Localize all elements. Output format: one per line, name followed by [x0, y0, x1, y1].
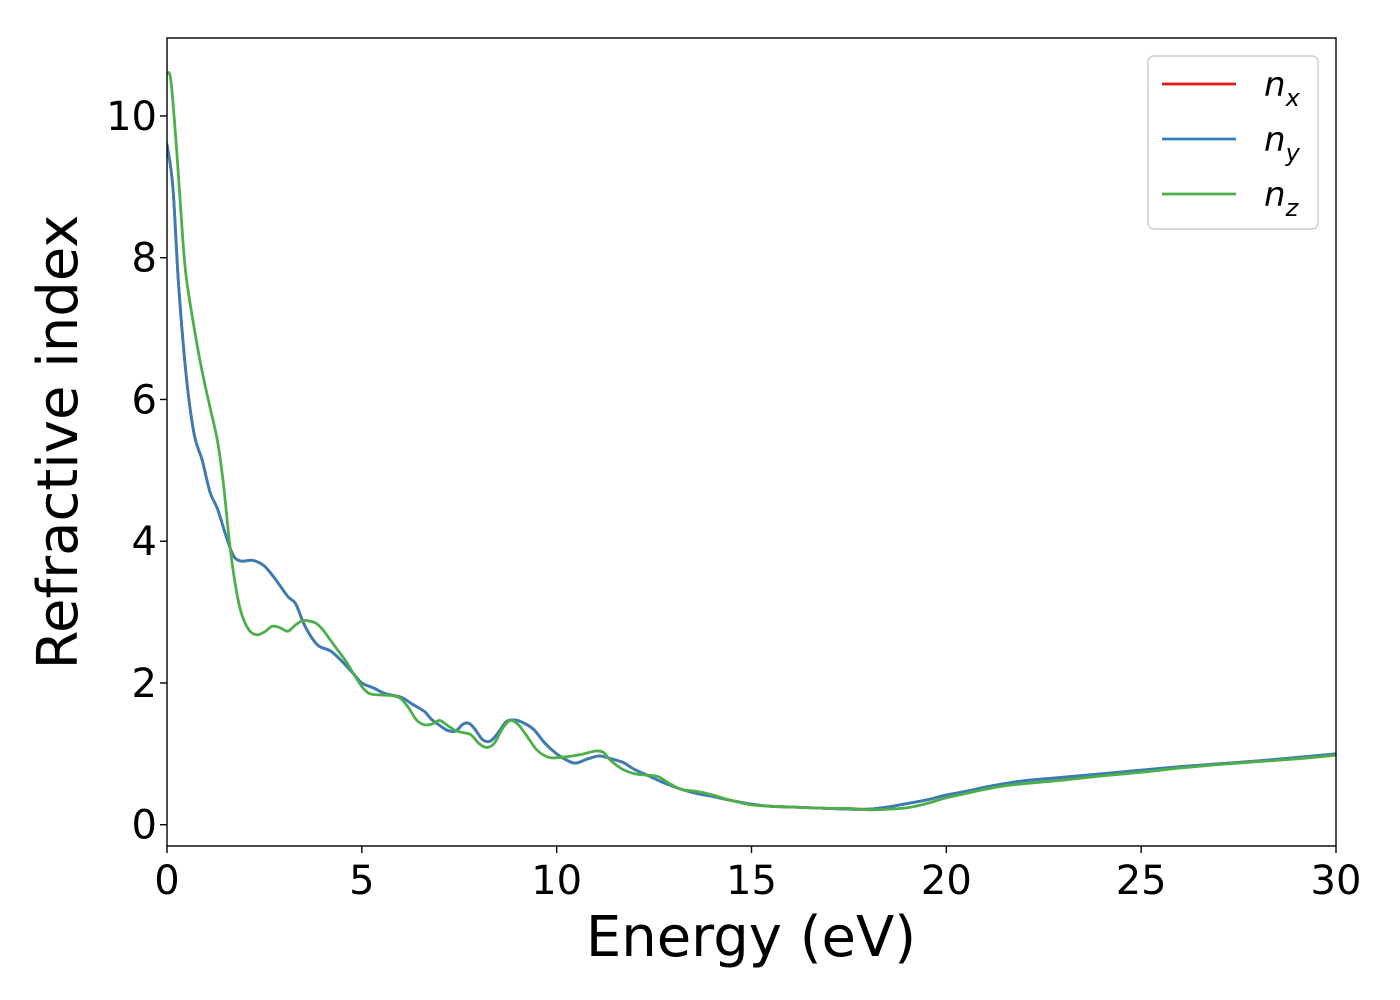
y-axis-ticks: 0 2 4 6 8 10: [106, 94, 167, 849]
x-tick-label: 5: [349, 858, 374, 904]
y-tick-label: 4: [132, 519, 157, 565]
y-tick-label: 0: [132, 803, 157, 849]
y-tick-label: 8: [132, 236, 157, 282]
plot-area: [167, 71, 1336, 812]
x-tick-label: 30: [1311, 858, 1362, 904]
series-layer: [167, 71, 1336, 812]
y-tick-label: 6: [132, 377, 157, 423]
legend-box: [1147, 55, 1319, 230]
y-axis-title: Refractive index: [26, 215, 91, 670]
x-tick-label: 20: [921, 858, 972, 904]
series-line-ny: [167, 142, 1336, 811]
y-tick-label: 2: [132, 661, 157, 707]
x-tick-label: 25: [1116, 858, 1167, 904]
x-axis-ticks: 0 5 10 15 20 25 30: [154, 846, 1361, 904]
x-tick-label: 0: [154, 858, 179, 904]
y-tick-label: 10: [106, 94, 157, 140]
x-tick-label: 15: [726, 858, 777, 904]
series-line-nz: [167, 71, 1336, 812]
x-tick-label: 10: [531, 858, 582, 904]
x-axis-title: Energy (eV): [586, 905, 916, 970]
